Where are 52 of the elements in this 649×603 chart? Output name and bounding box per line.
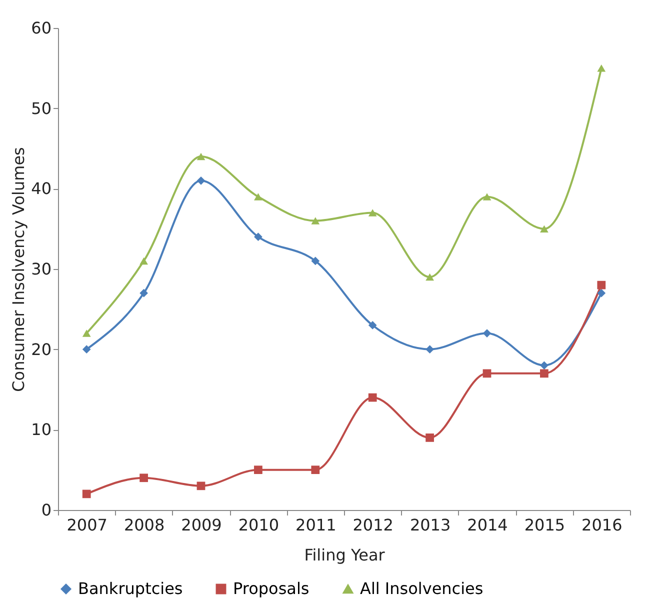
y-axis-title: Consumer Insolvency Volumes	[9, 147, 28, 392]
point	[540, 361, 548, 370]
point	[82, 330, 91, 337]
point	[311, 217, 320, 224]
x-tick-label: 2012	[352, 516, 394, 534]
y-tick-label: 30	[31, 260, 52, 278]
point	[196, 176, 206, 185]
y-tick-label: 60	[31, 18, 52, 38]
point	[311, 466, 320, 474]
point	[140, 474, 148, 482]
y-tick-label: 50	[31, 98, 52, 118]
x-tick-label: 2010	[238, 516, 280, 534]
x-tick-label: 2008	[124, 516, 165, 534]
legend-label: All Insolvencies	[360, 579, 484, 598]
point	[82, 490, 91, 498]
point	[140, 257, 148, 265]
point	[426, 273, 434, 281]
point	[426, 434, 434, 442]
x-tick-label: 2013	[410, 516, 451, 534]
point	[597, 280, 606, 290]
point	[597, 288, 606, 298]
x-tick-label: 2011	[296, 516, 336, 534]
legend-label: Bankruptcies	[78, 579, 183, 598]
x-tick-label: 2015	[524, 516, 566, 534]
point	[597, 64, 606, 72]
x-tick-label: 2007	[66, 516, 108, 534]
y-tick-label: 20	[31, 340, 52, 359]
y-tick-label: 40	[31, 179, 52, 198]
point	[482, 369, 492, 378]
y-tick-label: 10	[31, 420, 52, 440]
point	[368, 209, 377, 216]
point	[196, 152, 206, 160]
point	[426, 345, 434, 354]
x-axis-title: Filing Year	[304, 546, 386, 564]
point	[311, 256, 320, 266]
point	[368, 393, 377, 402]
x-tick-label: 2009	[181, 516, 222, 534]
point	[540, 369, 548, 378]
point	[540, 225, 548, 232]
x-tick-label: 2014	[467, 516, 508, 534]
legend-label: Proposals	[233, 579, 310, 598]
point	[482, 329, 492, 338]
point	[254, 232, 262, 242]
point	[140, 288, 148, 298]
point	[196, 482, 206, 490]
point	[82, 345, 91, 354]
point	[254, 193, 262, 200]
x-tick-label: 2016	[582, 516, 622, 534]
point	[254, 466, 262, 474]
y-tick-label: 0	[41, 500, 52, 520]
point	[368, 321, 377, 330]
point	[482, 193, 492, 200]
